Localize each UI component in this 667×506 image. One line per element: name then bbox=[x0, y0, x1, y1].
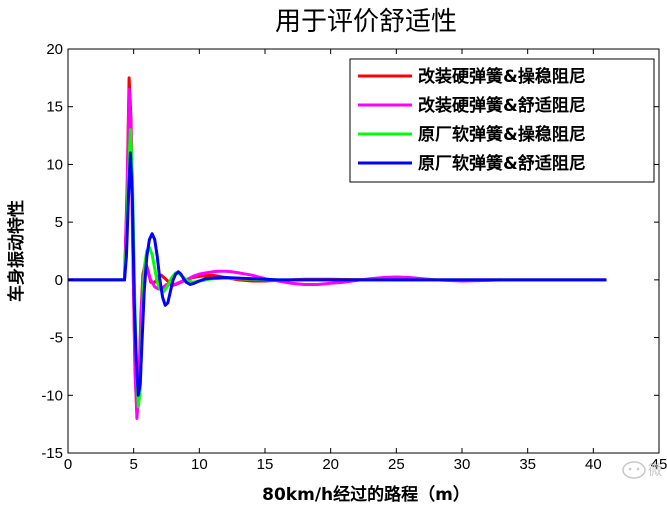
x-tick-label: 15 bbox=[257, 456, 274, 473]
y-tick-label: 20 bbox=[46, 41, 63, 58]
y-tick-label: 15 bbox=[46, 99, 63, 116]
tick-layer: 0 5 10 15 20 25 30 35 40 45 -15 -10 -5 0 5 10 15 20 bbox=[41, 41, 667, 473]
wechat-icon: 微 bbox=[622, 461, 662, 479]
legend-label-1: 改装硬弹簧&操稳阻尼 bbox=[418, 66, 586, 87]
x-axis-label: 80km/h经过的路程（m） bbox=[262, 484, 470, 505]
legend-label-2: 改装硬弹簧&舒适阻尼 bbox=[418, 95, 586, 116]
y-tick-label: -5 bbox=[50, 330, 63, 347]
watermark: 微 bbox=[618, 458, 667, 482]
x-tick-label: 45 bbox=[651, 456, 667, 473]
x-tick-label: 0 bbox=[64, 456, 72, 473]
y-tick-label: -15 bbox=[41, 445, 63, 462]
x-tick-label: 25 bbox=[388, 456, 405, 473]
series-line-4 bbox=[68, 151, 607, 397]
x-tick-label: 35 bbox=[519, 456, 536, 473]
y-tick-label: 10 bbox=[46, 156, 63, 173]
chart-title: 用于评价舒适性 bbox=[275, 7, 457, 37]
watermark-text: 微 bbox=[648, 463, 662, 479]
y-tick-label: -10 bbox=[41, 387, 63, 404]
x-tick-label: 40 bbox=[585, 456, 602, 473]
legend-label-3: 原厂软弹簧&操稳阻尼 bbox=[418, 124, 586, 145]
x-tick-label: 20 bbox=[322, 456, 339, 473]
plot-frame bbox=[67, 48, 660, 454]
y-tick-label: 5 bbox=[55, 214, 63, 231]
y-tick-label: 0 bbox=[55, 272, 63, 289]
y-axis-label: 车身振动特性 bbox=[6, 200, 27, 302]
x-tick-label: 30 bbox=[454, 456, 471, 473]
legend-label-4: 原厂软弹簧&舒适阻尼 bbox=[418, 153, 586, 174]
x-tick-label: 10 bbox=[191, 456, 208, 473]
series-layer bbox=[68, 76, 607, 420]
x-tick-label: 5 bbox=[129, 456, 137, 473]
